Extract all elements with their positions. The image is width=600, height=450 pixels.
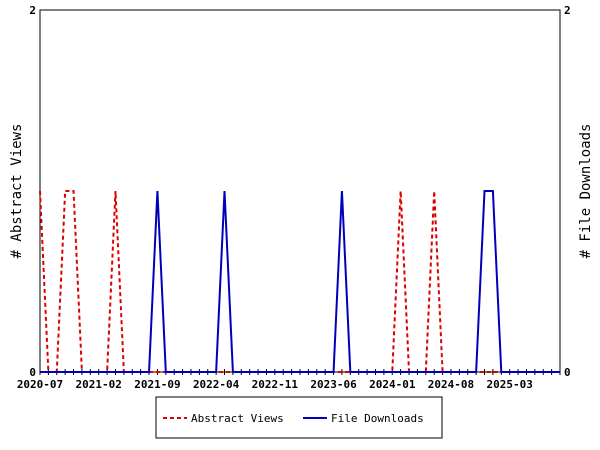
x-tick-label: 2021-09 (134, 378, 180, 391)
y-tick-label-right: 2 (564, 4, 571, 17)
legend-label: File Downloads (331, 412, 424, 425)
x-tick-label: 2022-11 (252, 378, 299, 391)
y-tick-label-left: 0 (29, 366, 36, 379)
y-tick-label-left: 2 (29, 4, 36, 17)
x-tick-label: 2024-01 (369, 378, 416, 391)
plot-frame (39, 9, 561, 373)
y-tick-label-right: 0 (564, 366, 571, 379)
x-tick-label: 2020-07 (17, 378, 63, 391)
legend-box (155, 396, 443, 439)
legend-label: Abstract Views (191, 412, 284, 425)
y-axis-label-left: # Abstract Views (9, 124, 25, 259)
x-tick-label: 2025-03 (486, 378, 532, 391)
y-axis-label-right: # File Downloads (578, 124, 594, 259)
series-line-file-downloads (40, 190, 560, 373)
x-tick-label: 2021-02 (76, 378, 122, 391)
x-tick-label: 2023-06 (310, 378, 357, 391)
x-tick-label: 2022-04 (193, 378, 240, 391)
x-tick-label: 2024-08 (428, 378, 474, 391)
